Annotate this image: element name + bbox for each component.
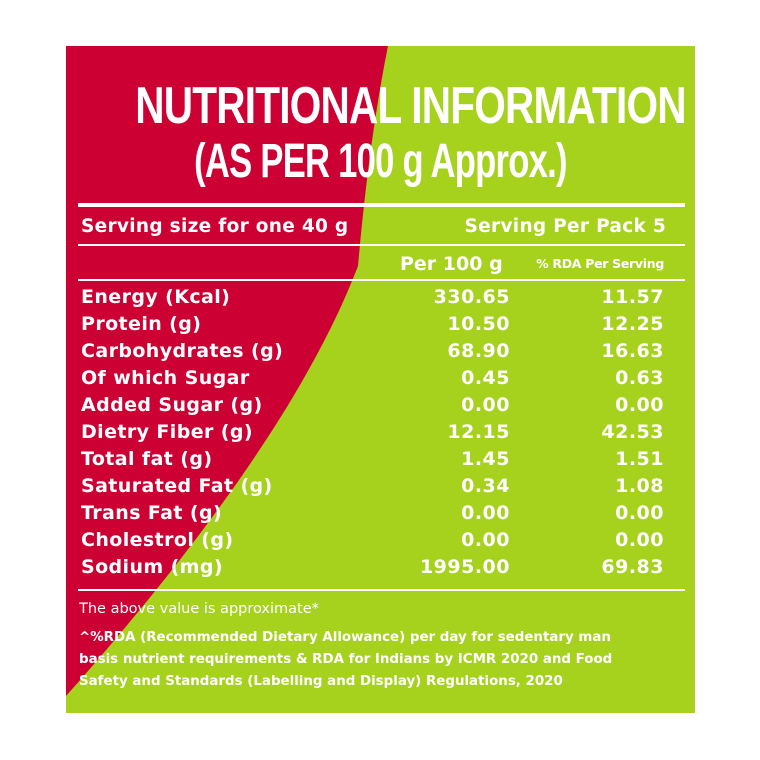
nutrient-name: Saturated Fat (g): [81, 475, 273, 497]
nutrient-row: Trans Fat (g) 0.00 0.00: [66, 502, 695, 529]
title-line-2: (AS PER 100 g Approx.): [194, 135, 567, 188]
nutrient-row: Total fat (g) 1.45 1.51: [66, 448, 695, 475]
title-line-1: NUTRITIONAL INFORMATION: [135, 77, 686, 135]
rda-value: 0.00: [615, 502, 664, 524]
per-100g-header: Per 100 g: [400, 253, 503, 275]
two-tone-background: [66, 46, 388, 696]
nutrient-name: Energy (Kcal): [81, 286, 231, 308]
nutrient-name: Added Sugar (g): [81, 394, 263, 416]
nutrient-row: Cholestrol (g) 0.00 0.00: [66, 529, 695, 556]
bottom-divider: [78, 589, 685, 591]
nutrient-row: Sodium (mg) 1995.00 69.83: [66, 556, 695, 583]
rda-value: 0.00: [615, 529, 664, 551]
nutrient-name: Trans Fat (g): [81, 502, 223, 524]
approximate-note: The above value is approximate*: [79, 601, 319, 617]
per-100g-value: 1.45: [461, 448, 510, 470]
per-100g-value: 0.00: [461, 529, 510, 551]
per-100g-value: 330.65: [433, 286, 510, 308]
per-100g-value: 0.00: [461, 502, 510, 524]
servings-per-pack: Serving Per Pack 5: [464, 216, 666, 237]
nutrient-row: Dietry Fiber (g) 12.15 42.53: [66, 421, 695, 448]
footnote-line-2: basis nutrient requirements & RDA for In…: [79, 652, 613, 667]
nutrient-row: Protein (g) 10.50 12.25: [66, 313, 695, 340]
per-100g-value: 0.00: [461, 394, 510, 416]
serving-size: Serving size for one 40 g: [81, 216, 349, 237]
nutrient-name: Carbohydrates (g): [81, 340, 284, 362]
nutrient-name: Cholestrol (g): [81, 529, 234, 551]
per-100g-value: 10.50: [447, 313, 510, 335]
rda-header: % RDA Per Serving: [536, 256, 664, 271]
per-100g-value: 0.45: [461, 367, 510, 389]
rda-value: 0.63: [615, 367, 664, 389]
rda-value: 1.08: [615, 475, 664, 497]
rda-value: 42.53: [601, 421, 664, 443]
rda-value: 0.00: [615, 394, 664, 416]
per-100g-value: 1995.00: [419, 556, 510, 578]
nutrient-row: Energy (Kcal) 330.65 11.57: [66, 286, 695, 313]
rda-value: 69.83: [601, 556, 664, 578]
nutrient-row: Added Sugar (g) 0.00 0.00: [66, 394, 695, 421]
nutrition-label-panel: NUTRITIONAL INFORMATION (AS PER 100 g Ap…: [66, 46, 695, 713]
red-region: [66, 46, 388, 696]
rda-value: 1.51: [615, 448, 664, 470]
footnote-line-3: Safety and Standards (Labelling and Disp…: [79, 674, 563, 689]
nutrient-row: Carbohydrates (g) 68.90 16.63: [66, 340, 695, 367]
per-100g-value: 12.15: [447, 421, 510, 443]
nutrient-row: Of which Sugar 0.45 0.63: [66, 367, 695, 394]
nutrient-name: Total fat (g): [81, 448, 213, 470]
rda-value: 16.63: [601, 340, 664, 362]
nutrient-row: Saturated Fat (g) 0.34 1.08: [66, 475, 695, 502]
nutrient-name: Protein (g): [81, 313, 202, 335]
rda-value: 11.57: [601, 286, 664, 308]
rda-value: 12.25: [601, 313, 664, 335]
nutrient-name: Dietry Fiber (g): [81, 421, 253, 443]
serving-divider: [78, 244, 685, 246]
nutrient-name: Of which Sugar: [81, 367, 250, 389]
footnote-line-1: ^%RDA (Recommended Dietary Allowance) pe…: [79, 630, 611, 645]
header-divider: [78, 279, 685, 281]
top-divider: [78, 203, 685, 207]
per-100g-value: 0.34: [461, 475, 510, 497]
per-100g-value: 68.90: [447, 340, 510, 362]
nutrient-name: Sodium (mg): [81, 556, 223, 578]
